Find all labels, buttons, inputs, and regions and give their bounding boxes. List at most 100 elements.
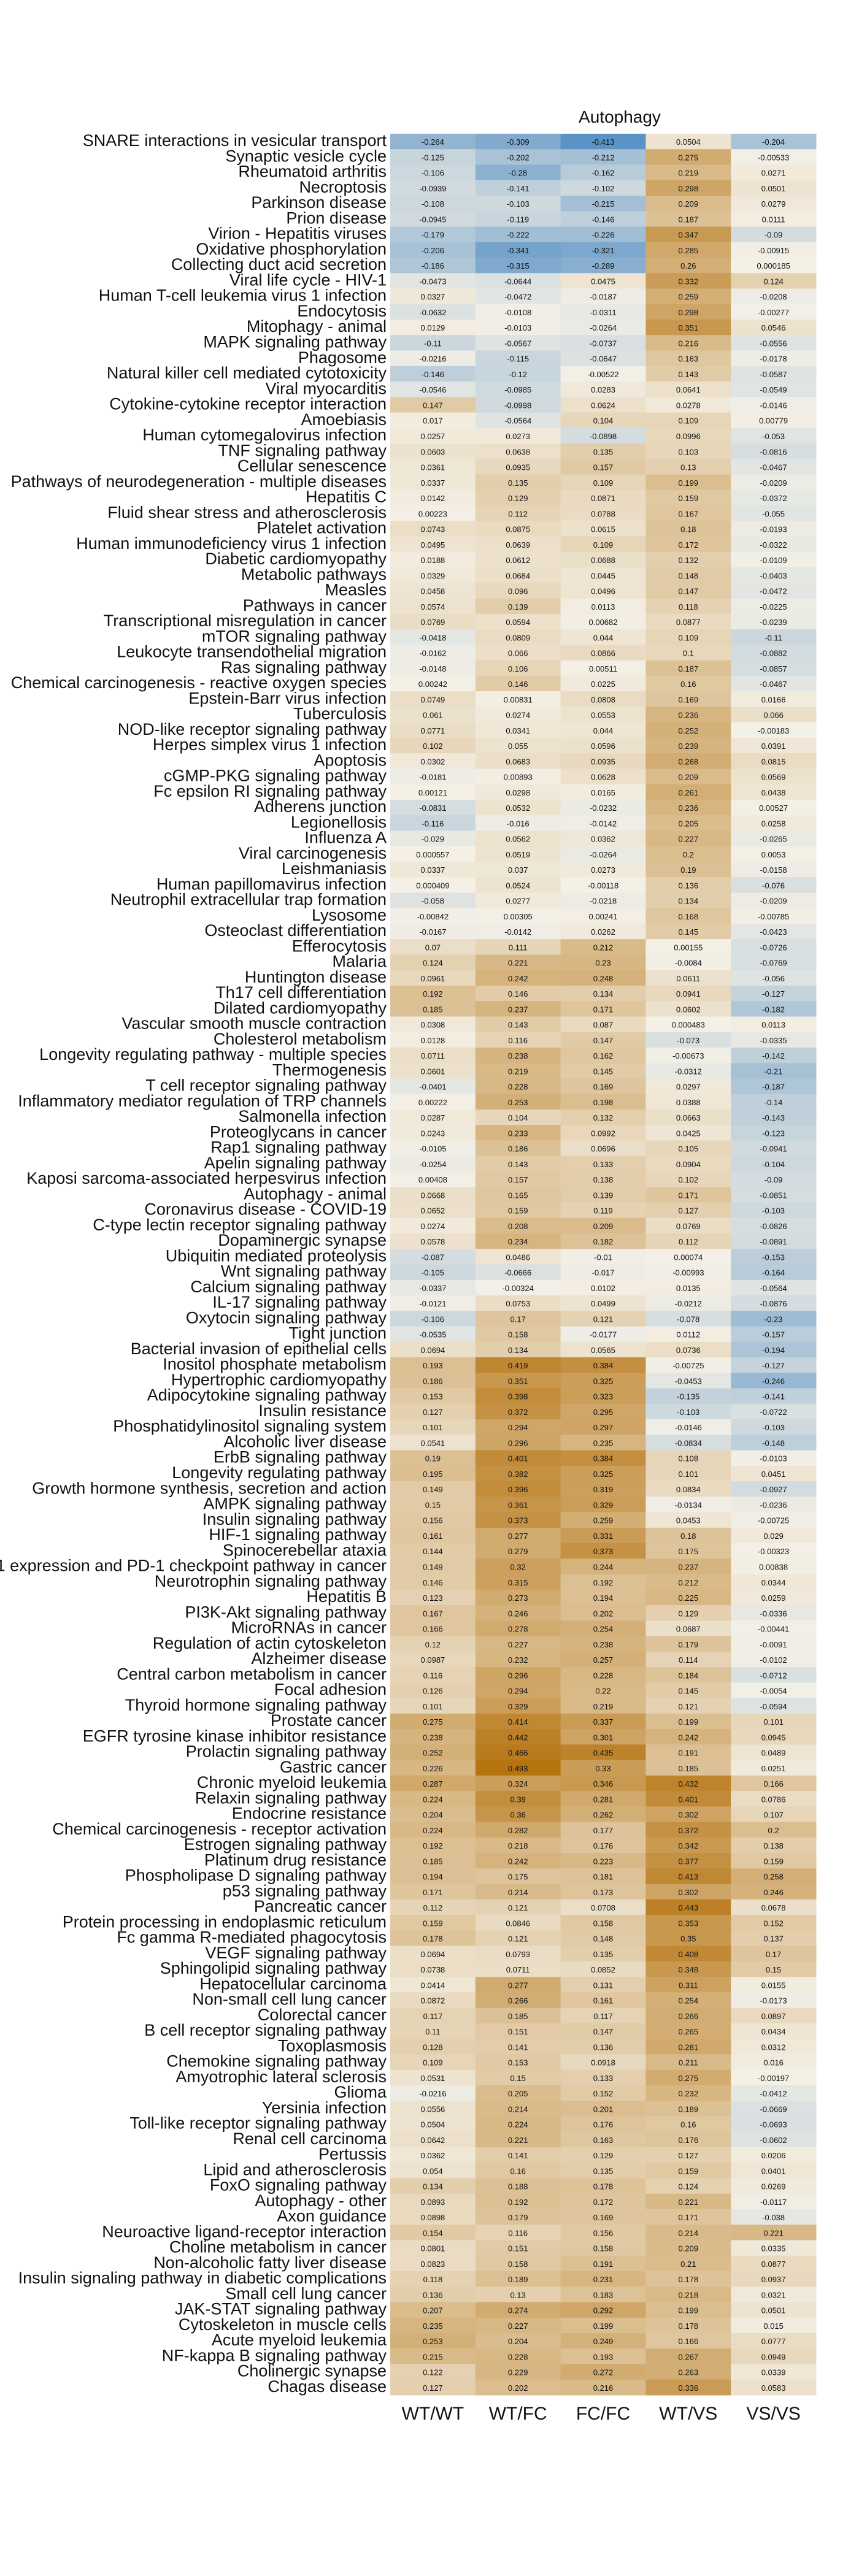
heatmap-cell xyxy=(390,1171,476,1187)
cell-value-label: 0.216 xyxy=(593,2383,614,2393)
heatmap-cell xyxy=(390,1605,476,1621)
heatmap-cell xyxy=(390,1713,476,1730)
heatmap-cell xyxy=(390,443,476,459)
heatmap-cell xyxy=(645,242,731,258)
cell-value-label: 0.0278 xyxy=(676,401,701,410)
heatmap-cell xyxy=(560,1109,646,1125)
heatmap-cell xyxy=(645,1651,731,1668)
cell-value-label: 0.0142 xyxy=(421,494,445,503)
heatmap-cell xyxy=(645,1884,731,1900)
cell-value-label: -0.0851 xyxy=(760,1190,787,1200)
heatmap-cell xyxy=(390,1884,476,1900)
heatmap-cell xyxy=(731,2101,817,2117)
cell-value-label: 0.296 xyxy=(508,1438,528,1447)
cell-value-label: 0.0786 xyxy=(761,1795,786,1804)
cell-value-label: 0.11 xyxy=(425,2027,440,2036)
heatmap-cell xyxy=(731,985,817,1002)
cell-value-label: 0.233 xyxy=(508,1129,528,1138)
cell-value-label: -0.0403 xyxy=(760,571,787,580)
heatmap-cell xyxy=(645,660,731,677)
heatmap-cell xyxy=(645,1217,731,1234)
heatmap-cell xyxy=(731,2302,817,2318)
heatmap-cell xyxy=(475,1001,561,1017)
cell-value-label: 0.0532 xyxy=(506,803,530,813)
cell-value-label: 0.209 xyxy=(679,199,699,209)
heatmap-cell xyxy=(645,629,731,645)
row-label: Thermogenesis xyxy=(272,1060,387,1079)
cell-value-label: 0.372 xyxy=(679,1826,699,1835)
heatmap-cell xyxy=(731,1543,817,1559)
heatmap-cell xyxy=(645,149,731,166)
heatmap-cell xyxy=(475,2178,561,2195)
heatmap-cell xyxy=(560,660,646,677)
heatmap-cell xyxy=(390,1078,476,1095)
heatmap-cell xyxy=(390,2225,476,2241)
heatmap-cell xyxy=(731,2178,817,2195)
cell-value-label: 0.315 xyxy=(508,1578,528,1587)
cell-value-label: 0.254 xyxy=(593,1625,614,1634)
heatmap-cell xyxy=(731,397,817,413)
cell-value-label: 0.0337 xyxy=(421,478,445,488)
cell-value-label: 0.0668 xyxy=(421,1190,445,1200)
cell-value-label: 0.118 xyxy=(679,602,698,611)
cell-value-label: 0.0243 xyxy=(421,1129,445,1138)
heatmap-cell xyxy=(475,645,561,661)
cell-value-label: 0.159 xyxy=(679,494,699,503)
cell-value-label: -0.0142 xyxy=(590,819,617,828)
heatmap-cell xyxy=(390,149,476,166)
cell-value-label: -0.0769 xyxy=(760,959,787,968)
cell-value-label: 0.23 xyxy=(595,959,611,968)
cell-value-label: 0.134 xyxy=(593,989,614,999)
heatmap-cell xyxy=(731,2069,817,2086)
cell-value-label: 0.185 xyxy=(679,1764,699,1773)
heatmap-cell xyxy=(390,1047,476,1064)
heatmap-cell xyxy=(645,1187,731,1203)
heatmap-cell xyxy=(731,211,817,228)
cell-value-label: 0.0683 xyxy=(506,757,530,766)
heatmap-cell xyxy=(645,1791,731,1807)
heatmap-cell xyxy=(390,1156,476,1172)
heatmap-cell xyxy=(645,1977,731,1993)
cell-value-label: 0.153 xyxy=(423,1392,443,1401)
heatmap-cell xyxy=(475,521,561,537)
row-label: Glioma xyxy=(334,2083,387,2101)
heatmap-cell xyxy=(560,1961,646,1977)
heatmap-cell xyxy=(475,1403,561,1420)
cell-value-label: 0.149 xyxy=(423,1562,443,1571)
heatmap-cell xyxy=(731,1899,817,1915)
cell-value-label: 0.192 xyxy=(508,2198,528,2207)
cell-value-label: 0.248 xyxy=(593,974,614,983)
cell-value-label: 0.279 xyxy=(508,1547,528,1556)
row-label: Small cell lung cancer xyxy=(225,2284,387,2302)
cell-value-label: -0.00842 xyxy=(417,912,449,921)
cell-value-label: -0.0337 xyxy=(419,1284,446,1293)
row-label: Chemical carcinogenesis - receptor activ… xyxy=(52,1820,387,1838)
cell-value-label: 0.0603 xyxy=(421,447,445,456)
cell-value-label: 0.152 xyxy=(593,2089,614,2098)
cell-value-label: -0.0193 xyxy=(760,525,787,534)
heatmap-cell xyxy=(645,1109,731,1125)
cell-value-label: -0.119 xyxy=(507,215,529,224)
cell-value-label: 0.141 xyxy=(508,2151,528,2160)
heatmap-cell xyxy=(475,1822,561,1838)
cell-value-label: 0.145 xyxy=(679,1687,699,1696)
cell-value-label: 0.137 xyxy=(763,1934,784,1944)
cell-value-label: 0.0694 xyxy=(421,1346,445,1355)
heatmap-cell xyxy=(390,134,476,150)
heatmap-cell xyxy=(645,427,731,444)
row-label: Phagosome xyxy=(298,348,387,367)
heatmap-cell xyxy=(390,1125,476,1141)
row-label: B cell receptor signaling pathway xyxy=(144,2021,387,2039)
heatmap-cell xyxy=(390,2131,476,2148)
row-label: Cholesterol metabolism xyxy=(214,1030,387,1048)
cell-value-label: 0.129 xyxy=(508,494,528,503)
heatmap-cell xyxy=(475,1651,561,1668)
heatmap-cell xyxy=(475,1032,561,1048)
heatmap-cell xyxy=(645,1435,731,1451)
heatmap-cell xyxy=(475,2085,561,2101)
cell-value-label: -0.00993 xyxy=(672,1268,704,1278)
cell-value-label: 0.0258 xyxy=(761,819,786,828)
cell-value-label: 0.227 xyxy=(679,835,699,844)
heatmap-cell xyxy=(731,861,817,878)
cell-value-label: -0.0891 xyxy=(760,1237,787,1246)
